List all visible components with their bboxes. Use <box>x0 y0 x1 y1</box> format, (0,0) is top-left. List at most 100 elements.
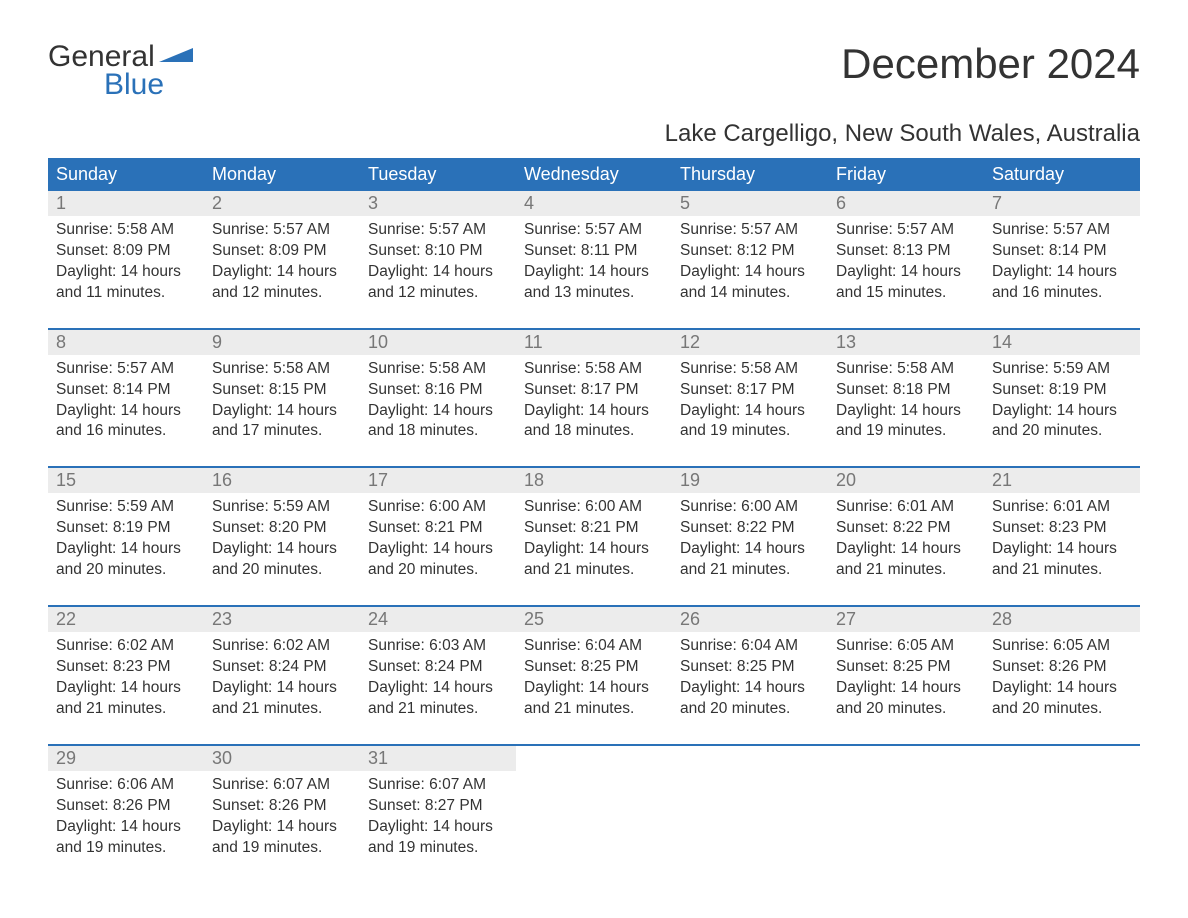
day-number: 18 <box>516 468 672 493</box>
daylight-text-2: and 20 minutes. <box>368 560 508 581</box>
day-cell: Sunrise: 6:03 AMSunset: 8:24 PMDaylight:… <box>360 632 516 744</box>
sunset-text: Sunset: 8:14 PM <box>56 380 196 401</box>
sunset-text: Sunset: 8:13 PM <box>836 241 976 262</box>
daylight-text-1: Daylight: 14 hours <box>836 262 976 283</box>
day-cell: Sunrise: 6:06 AMSunset: 8:26 PMDaylight:… <box>48 771 204 883</box>
sunrise-text: Sunrise: 5:59 AM <box>992 359 1132 380</box>
day-number: 30 <box>204 746 360 771</box>
day-cell: Sunrise: 5:57 AMSunset: 8:13 PMDaylight:… <box>828 216 984 328</box>
daylight-text-1: Daylight: 14 hours <box>368 817 508 838</box>
daylight-text-1: Daylight: 14 hours <box>368 678 508 699</box>
sunset-text: Sunset: 8:10 PM <box>368 241 508 262</box>
daylight-text-2: and 21 minutes. <box>368 699 508 720</box>
daylight-text-1: Daylight: 14 hours <box>368 539 508 560</box>
sunset-text: Sunset: 8:15 PM <box>212 380 352 401</box>
daylight-text-1: Daylight: 14 hours <box>836 678 976 699</box>
day-number-row: 1234567 <box>48 191 1140 216</box>
day-number: 4 <box>516 191 672 216</box>
daylight-text-1: Daylight: 14 hours <box>212 262 352 283</box>
day-cell: Sunrise: 6:07 AMSunset: 8:27 PMDaylight:… <box>360 771 516 883</box>
daylight-text-2: and 18 minutes. <box>524 421 664 442</box>
day-cell: Sunrise: 5:58 AMSunset: 8:17 PMDaylight:… <box>516 355 672 467</box>
day-cell: Sunrise: 5:57 AMSunset: 8:09 PMDaylight:… <box>204 216 360 328</box>
daylight-text-2: and 21 minutes. <box>524 560 664 581</box>
daylight-text-2: and 20 minutes. <box>212 560 352 581</box>
sunrise-text: Sunrise: 5:57 AM <box>368 220 508 241</box>
sunset-text: Sunset: 8:23 PM <box>992 518 1132 539</box>
daylight-text-2: and 12 minutes. <box>368 283 508 304</box>
sunrise-text: Sunrise: 5:57 AM <box>212 220 352 241</box>
day-number: 17 <box>360 468 516 493</box>
daylight-text-2: and 14 minutes. <box>680 283 820 304</box>
day-number: 9 <box>204 330 360 355</box>
sunset-text: Sunset: 8:17 PM <box>680 380 820 401</box>
daylight-text-1: Daylight: 14 hours <box>680 539 820 560</box>
daylight-text-2: and 20 minutes. <box>56 560 196 581</box>
daylight-text-2: and 15 minutes. <box>836 283 976 304</box>
empty-cell <box>984 771 1140 883</box>
day-cell: Sunrise: 5:57 AMSunset: 8:12 PMDaylight:… <box>672 216 828 328</box>
daylight-text-1: Daylight: 14 hours <box>524 262 664 283</box>
sunrise-text: Sunrise: 6:02 AM <box>212 636 352 657</box>
day-number: 11 <box>516 330 672 355</box>
daylight-text-1: Daylight: 14 hours <box>836 539 976 560</box>
logo-word2: Blue <box>104 68 164 102</box>
day-number: 6 <box>828 191 984 216</box>
daylight-text-2: and 17 minutes. <box>212 421 352 442</box>
daylight-text-1: Daylight: 14 hours <box>680 678 820 699</box>
sunset-text: Sunset: 8:25 PM <box>836 657 976 678</box>
sunset-text: Sunset: 8:21 PM <box>524 518 664 539</box>
day-number: 1 <box>48 191 204 216</box>
day-cell: Sunrise: 5:57 AMSunset: 8:14 PMDaylight:… <box>984 216 1140 328</box>
sunrise-text: Sunrise: 6:02 AM <box>56 636 196 657</box>
weekday-header: Saturday <box>984 158 1140 191</box>
sunrise-text: Sunrise: 6:03 AM <box>368 636 508 657</box>
day-cell: Sunrise: 6:00 AMSunset: 8:21 PMDaylight:… <box>360 493 516 605</box>
empty-cell <box>828 771 984 883</box>
sunrise-text: Sunrise: 5:59 AM <box>56 497 196 518</box>
daylight-text-2: and 16 minutes. <box>56 421 196 442</box>
day-number-row: 22232425262728 <box>48 607 1140 632</box>
day-number: 14 <box>984 330 1140 355</box>
daylight-text-1: Daylight: 14 hours <box>992 262 1132 283</box>
daylight-text-1: Daylight: 14 hours <box>212 539 352 560</box>
calendar-table: Sunday Monday Tuesday Wednesday Thursday… <box>48 158 1140 882</box>
location-subtitle: Lake Cargelligo, New South Wales, Austra… <box>48 120 1140 148</box>
sunset-text: Sunset: 8:11 PM <box>524 241 664 262</box>
sunset-text: Sunset: 8:09 PM <box>56 241 196 262</box>
weekday-header: Sunday <box>48 158 204 191</box>
day-number: 25 <box>516 607 672 632</box>
daylight-text-1: Daylight: 14 hours <box>212 678 352 699</box>
daylight-text-2: and 20 minutes. <box>992 421 1132 442</box>
empty-cell <box>672 746 828 771</box>
sunset-text: Sunset: 8:25 PM <box>680 657 820 678</box>
day-number: 2 <box>204 191 360 216</box>
sunset-text: Sunset: 8:20 PM <box>212 518 352 539</box>
daylight-text-2: and 20 minutes. <box>680 699 820 720</box>
daylight-text-1: Daylight: 14 hours <box>524 401 664 422</box>
daylight-text-1: Daylight: 14 hours <box>680 401 820 422</box>
day-number-row: 15161718192021 <box>48 468 1140 493</box>
day-cell: Sunrise: 5:59 AMSunset: 8:20 PMDaylight:… <box>204 493 360 605</box>
sunrise-text: Sunrise: 5:57 AM <box>680 220 820 241</box>
weekday-header: Tuesday <box>360 158 516 191</box>
sunset-text: Sunset: 8:21 PM <box>368 518 508 539</box>
daylight-text-1: Daylight: 14 hours <box>524 678 664 699</box>
day-number: 3 <box>360 191 516 216</box>
day-number: 21 <box>984 468 1140 493</box>
daylight-text-2: and 19 minutes. <box>680 421 820 442</box>
day-data-row: Sunrise: 6:02 AMSunset: 8:23 PMDaylight:… <box>48 632 1140 744</box>
empty-cell <box>672 771 828 883</box>
daylight-text-2: and 16 minutes. <box>992 283 1132 304</box>
sunrise-text: Sunrise: 5:58 AM <box>836 359 976 380</box>
daylight-text-1: Daylight: 14 hours <box>56 262 196 283</box>
day-cell: Sunrise: 5:59 AMSunset: 8:19 PMDaylight:… <box>984 355 1140 467</box>
sunrise-text: Sunrise: 6:05 AM <box>992 636 1132 657</box>
day-cell: Sunrise: 5:58 AMSunset: 8:17 PMDaylight:… <box>672 355 828 467</box>
daylight-text-2: and 19 minutes. <box>368 838 508 859</box>
day-cell: Sunrise: 5:59 AMSunset: 8:19 PMDaylight:… <box>48 493 204 605</box>
day-cell: Sunrise: 5:57 AMSunset: 8:14 PMDaylight:… <box>48 355 204 467</box>
daylight-text-2: and 21 minutes. <box>56 699 196 720</box>
page-title: December 2024 <box>841 40 1140 88</box>
daylight-text-1: Daylight: 14 hours <box>56 539 196 560</box>
